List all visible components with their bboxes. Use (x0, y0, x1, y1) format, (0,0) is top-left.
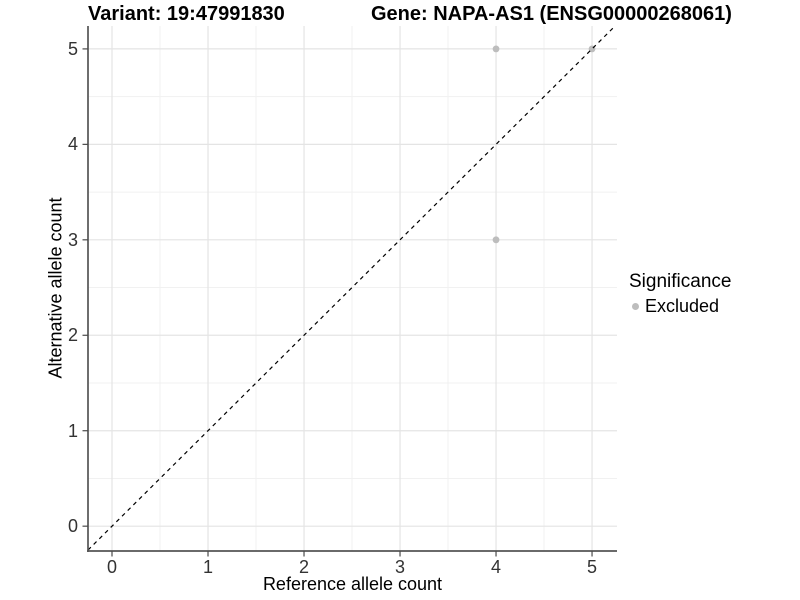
legend-point-icon (632, 303, 639, 310)
legend: Significance Excluded (629, 271, 731, 317)
data-point (492, 236, 500, 244)
y-tick-label: 0 (67, 516, 78, 537)
y-tick-label: 1 (67, 420, 78, 441)
variant-title: Variant: 19:47991830 (88, 3, 285, 25)
y-axis-title: Alternative allele count (45, 197, 66, 379)
x-tick-label: 5 (587, 557, 598, 577)
x-tick-label: 4 (491, 557, 502, 577)
identity-line (87, 25, 616, 551)
y-tick-label: 4 (67, 134, 78, 155)
gene-title: Gene: NAPA-AS1 (ENSG00000268061) (371, 3, 732, 25)
legend-title: Significance (629, 271, 732, 292)
y-tick-label: 2 (67, 325, 78, 346)
legend-item-label: Excluded (645, 296, 720, 316)
x-tick-label: 3 (395, 557, 406, 577)
x-axis-title: Reference allele count (262, 574, 443, 594)
x-tick-label: 0 (106, 557, 118, 577)
y-tick-label: 5 (67, 38, 78, 59)
y-tick-label: 3 (67, 229, 78, 250)
x-tick-label: 1 (202, 557, 214, 577)
x-tick-label: 2 (299, 557, 310, 577)
data-point (492, 45, 500, 53)
legend-item-excluded: Excluded (629, 296, 731, 317)
